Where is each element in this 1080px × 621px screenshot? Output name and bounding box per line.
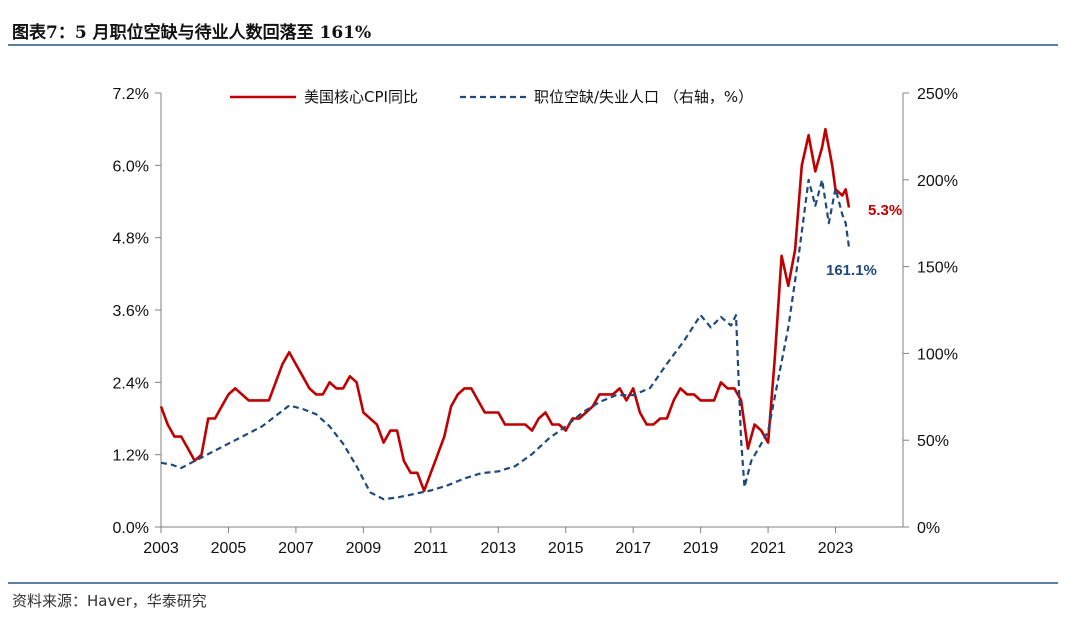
- series-lines: [159, 127, 851, 501]
- x-tick-label: 2021: [750, 540, 786, 557]
- right-tick-label: 250%: [917, 86, 958, 103]
- x-tick-label: 2011: [414, 540, 449, 557]
- x-tick-label: 2013: [480, 540, 516, 557]
- line-chart: 0.0% 1.2% 2.4% 3.6% 4.8% 6.0% 7.2% 0% 50% 100% 15…: [113, 86, 958, 557]
- legend-item-vacancy-ratio-label: 职位空缺/失业人口 （右轴，%）: [534, 88, 753, 106]
- series-line-core-cpi: [159, 127, 851, 493]
- x-tick-label: 2017: [615, 540, 651, 557]
- left-tick-label: 6.0%: [113, 158, 149, 175]
- left-tick-label: 0.0%: [113, 520, 149, 537]
- end-label-core-cpi: 5.3%: [868, 202, 902, 219]
- right-tick-label: 100%: [917, 346, 958, 363]
- x-axis-ticks: 2003 2005 2007 2009 2011 2013 2015 2017 2019 2021…: [143, 527, 853, 557]
- left-tick-label: 1.2%: [113, 448, 149, 465]
- right-axis-ticks: 0% 50% 100% 150% 200% 250%: [903, 86, 958, 537]
- right-tick-label: 200%: [917, 173, 958, 190]
- right-tick-label: 0%: [917, 520, 940, 537]
- left-axis-ticks: 0.0% 1.2% 2.4% 3.6% 4.8% 6.0% 7.2%: [113, 86, 161, 537]
- x-tick-label: 2007: [278, 540, 314, 557]
- x-tick-label: 2003: [143, 540, 179, 557]
- figure-title: 图表7：5 月职位空缺与待业人数回落至 161%: [12, 23, 372, 43]
- source-note: 资料来源：Haver，华泰研究: [12, 592, 207, 610]
- left-tick-label: 4.8%: [113, 231, 149, 248]
- title-divider: [8, 44, 1058, 46]
- end-labels: 5.3% 161.1%: [826, 202, 902, 279]
- x-tick-label: 2023: [818, 540, 854, 557]
- right-tick-label: 50%: [917, 433, 949, 450]
- legend: 美国核心CPI同比 职位空缺/失业人口 （右轴，%）: [230, 88, 753, 106]
- x-tick-label: 2009: [346, 540, 382, 557]
- x-tick-label: 2019: [683, 540, 719, 557]
- left-tick-label: 7.2%: [113, 86, 149, 103]
- right-tick-label: 150%: [917, 260, 958, 277]
- left-tick-label: 3.6%: [113, 303, 149, 320]
- source-divider: [8, 582, 1058, 584]
- end-label-vacancy-ratio: 161.1%: [826, 262, 877, 279]
- legend-item-core-cpi-label: 美国核心CPI同比: [304, 88, 418, 106]
- series-line-vacancy-ratio: [160, 178, 851, 501]
- left-tick-label: 2.4%: [113, 375, 149, 392]
- x-tick-label: 2015: [548, 540, 584, 557]
- x-tick-label: 2005: [211, 540, 247, 557]
